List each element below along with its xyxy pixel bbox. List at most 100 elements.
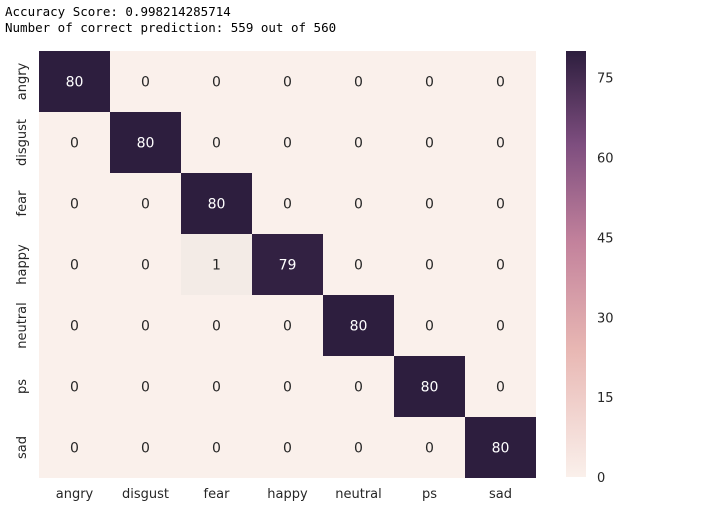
cell-value-label: 0 [70,258,79,274]
colorbar [566,51,586,477]
x-tick-label: ps [422,487,437,502]
heatmap-cell [39,173,110,234]
accuracy-score-output: Accuracy Score: 0.998214285714 [5,4,231,19]
cell-value-label: 0 [354,441,363,457]
heatmap-cell [39,356,110,417]
heatmap-cell [110,417,181,478]
x-tick-label: angry [56,487,94,502]
cell-value-label: 0 [70,136,79,152]
x-tick-label: disgust [122,487,169,502]
correct-prediction-output: Number of correct prediction: 559 out of… [5,20,337,35]
cell-value-label: 0 [141,380,150,396]
colorbar-tick-label: 45 [597,231,614,246]
y-tick-label: disgust [15,119,30,166]
cell-value-label: 0 [283,319,292,335]
heatmap-cell [181,112,252,173]
colorbar-tick-label: 0 [597,471,605,486]
heatmap-cell [252,295,323,356]
heatmap-cell [39,295,110,356]
cell-value-label: 80 [208,197,226,213]
heatmap-cell [394,295,465,356]
cell-value-label: 0 [212,319,221,335]
cell-value-label: 0 [141,441,150,457]
cell-value-label: 0 [354,75,363,91]
cell-value-label: 0 [496,197,505,213]
cell-value-label: 0 [141,75,150,91]
heatmap-cell [110,295,181,356]
heatmap-cell [323,295,394,356]
heatmap-cell [394,234,465,295]
heatmap-cell [323,356,394,417]
colorbar-tick-labels: 0 15 30 45 60 75 [597,72,614,486]
heatmap-cell [323,112,394,173]
cell-value-label: 0 [425,75,434,91]
heatmap-cell [39,112,110,173]
heatmap-cell [394,356,465,417]
x-tick-label: fear [204,487,231,502]
cell-value-label: 0 [496,319,505,335]
heatmap-cell [181,234,252,295]
y-tick-labels: angry disgust fear happy neutral ps sad [15,62,30,459]
heatmap-cell [465,295,536,356]
heatmap-cell [394,112,465,173]
heatmap-cell [181,51,252,112]
heatmap-cell [110,173,181,234]
heatmap-cells: 80 0 0 0 0 0 0 0 80 0 0 0 0 0 0 0 80 0 0 0 0 0 0 1 79 0 0 0 0 0 0 0 80 0 0… [39,51,536,478]
cell-value-label: 0 [70,441,79,457]
heatmap-cell [181,295,252,356]
cell-value-label: 0 [496,258,505,274]
heatmap-cell [181,356,252,417]
y-tick-label: angry [15,62,30,100]
heatmap-cell [323,51,394,112]
cell-value-label: 0 [212,75,221,91]
cell-value-label: 80 [66,75,84,91]
cell-value-label: 0 [212,136,221,152]
cell-value-label: 0 [425,319,434,335]
x-tick-label: sad [489,487,512,502]
cell-value-label: 0 [70,197,79,213]
heatmap-cell [323,234,394,295]
cell-value-label: 0 [496,75,505,91]
heatmap-cell [110,356,181,417]
cell-value-label: 0 [283,75,292,91]
heatmap-cell [465,417,536,478]
cell-value-label: 80 [421,380,439,396]
cell-value-label: 0 [141,319,150,335]
heatmap-cell [394,51,465,112]
cell-value-label: 0 [425,441,434,457]
heatmap-cell [465,234,536,295]
cell-value-label: 0 [496,136,505,152]
heatmap-cell [252,356,323,417]
cell-value-label: 0 [283,136,292,152]
cell-value-label: 0 [212,380,221,396]
heatmap-cell [39,417,110,478]
heatmap-cell [465,356,536,417]
y-tick-label: fear [15,190,30,217]
heatmap-cell [252,51,323,112]
heatmap-cell [110,51,181,112]
cell-value-label: 0 [212,441,221,457]
heatmap-cell [323,417,394,478]
heatmap-cell [394,417,465,478]
cell-value-label: 80 [492,441,510,457]
colorbar-tick-label: 30 [597,311,614,326]
cell-value-label: 0 [141,197,150,213]
heatmap-cell [252,112,323,173]
x-tick-label: happy [267,487,308,502]
cell-value-label: 80 [350,319,368,335]
colorbar-tick-label: 75 [597,72,614,87]
cell-value-label: 0 [354,197,363,213]
cell-value-label: 0 [425,136,434,152]
heatmap-cell [323,173,394,234]
heatmap-cell [39,51,110,112]
cell-value-label: 0 [354,380,363,396]
cell-value-label: 0 [425,197,434,213]
heatmap-cell [181,173,252,234]
cell-value-label: 1 [212,258,221,274]
y-tick-label: neutral [15,302,30,349]
y-tick-label: ps [15,379,30,394]
colorbar-tick-label: 15 [597,391,614,406]
cell-value-label: 0 [425,258,434,274]
heatmap-cell [252,417,323,478]
